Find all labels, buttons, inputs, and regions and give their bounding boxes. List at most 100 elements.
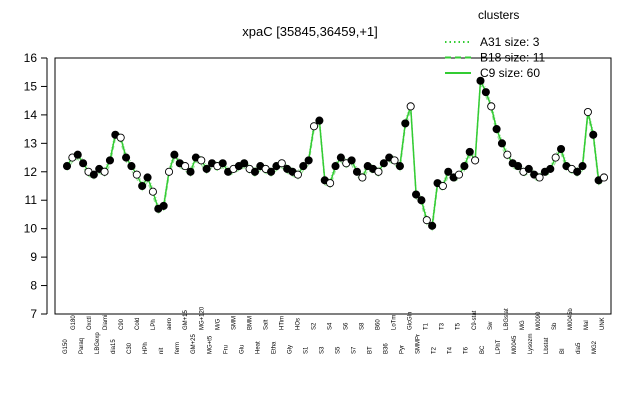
x-tick-label: Sb [552,322,558,330]
x-tick-label: Heat [255,341,261,354]
x-tick-label: S5 [336,346,342,354]
data-point [186,167,195,176]
data-point [460,162,469,171]
data-point [454,170,464,179]
x-tick-label: Diami [103,315,109,330]
x-tick-label: B60 [376,319,382,330]
x-tick-label: MG+t5 [207,335,213,354]
x-tick-label: T4 [448,346,454,354]
data-point [476,76,485,85]
data-point [336,153,345,162]
data-point [315,116,324,125]
data-point [240,159,249,168]
x-tick-label: ferm [175,342,181,354]
data-point [202,164,211,173]
data-point [535,173,544,182]
x-tick-label: M0045b [568,308,574,330]
x-tick-label: T6 [464,346,470,354]
x-tick-label: Pyr [400,345,406,354]
y-tick-label: 12 [24,165,38,179]
x-tick-label: S1 [303,346,309,354]
x-tick-label: HTim [279,316,285,330]
y-tick-label: 14 [24,108,38,122]
data-point [438,181,447,191]
x-tick-label: BMM [247,316,253,330]
data-point [148,187,157,196]
x-tick-label: HPh [143,342,149,354]
y-axis: 7 8 9 10 11 12 13 14 15 16 [24,51,48,321]
x-tick-label: LBGstat [504,308,510,330]
data-point [599,173,609,182]
data-point [218,159,227,168]
legend-label: A31 size: 3 [480,35,540,49]
x-tick-label: BI [560,348,566,354]
x-tick-label: SMM [231,316,237,330]
data-point [79,159,88,168]
y-tick-label: 11 [25,193,38,207]
data-point [116,133,125,142]
data-point [551,153,560,162]
x-tick-label: S8 [360,322,366,330]
data-point [417,196,426,205]
data-point [503,150,512,159]
y-tick-label: 9 [30,250,37,264]
x-tick-label: G180 [71,315,77,330]
x-tick-label: G150 [63,339,69,354]
data-point [589,130,598,139]
data-point [497,139,507,148]
legend-title: clusters [478,8,519,22]
data-point [164,167,174,176]
x-tick-label: M0045 [512,335,518,354]
data-point [406,102,415,111]
x-tick-label: S6 [344,322,350,330]
x-tick-label: T3 [440,322,446,330]
data-point [465,147,474,156]
data-point [326,179,335,188]
x-tick-label: S7 [352,346,358,354]
x-tick-label: T1 [424,322,430,330]
data-point [89,170,98,179]
data-point [132,170,141,179]
data-point [524,164,533,173]
x-tick-label: M/G [215,318,221,330]
data-point [492,125,501,134]
data-point [143,173,152,182]
x-tick-label: S4 [327,322,333,330]
data-point [556,144,566,154]
y-tick-label: 7 [30,307,37,321]
data-point [299,162,308,171]
x-tick-label: GM+25 [191,333,197,354]
data-point [481,88,490,97]
data-point [471,156,480,165]
y-tick-label: 15 [24,79,38,93]
x-tick-label: LPh [151,319,157,330]
x-tick-label: T2 [432,346,438,354]
data-point [411,190,421,199]
data-point [250,167,259,176]
x-tick-label: Salt [263,319,269,330]
y-tick-label: 8 [30,279,37,293]
data-point [352,167,362,176]
x-tick-label: UNK [600,317,606,330]
data-point [62,162,72,171]
x-tick-label: B36 [384,343,390,354]
data-point [138,181,147,191]
data-point [331,162,340,171]
x-tick-label: S2 [311,322,317,330]
x-tick-label: MG+120 [199,306,205,330]
x-tick-label: LBGexp [95,332,101,354]
x-tick-label: Sw [488,321,494,330]
x-tick-label: Cold [135,318,141,330]
data-point [304,156,313,165]
data-point [374,167,383,176]
legend-label: C9 size: 60 [480,66,540,80]
x-tick-label: C9-stat [472,310,478,330]
x-tick-label: dia5 [576,342,582,354]
x-tick-label: BC [480,345,486,354]
data-point [347,156,356,165]
y-tick-label: 13 [24,136,38,150]
x-tick-label: Fru [223,345,229,354]
data-point [583,107,592,117]
